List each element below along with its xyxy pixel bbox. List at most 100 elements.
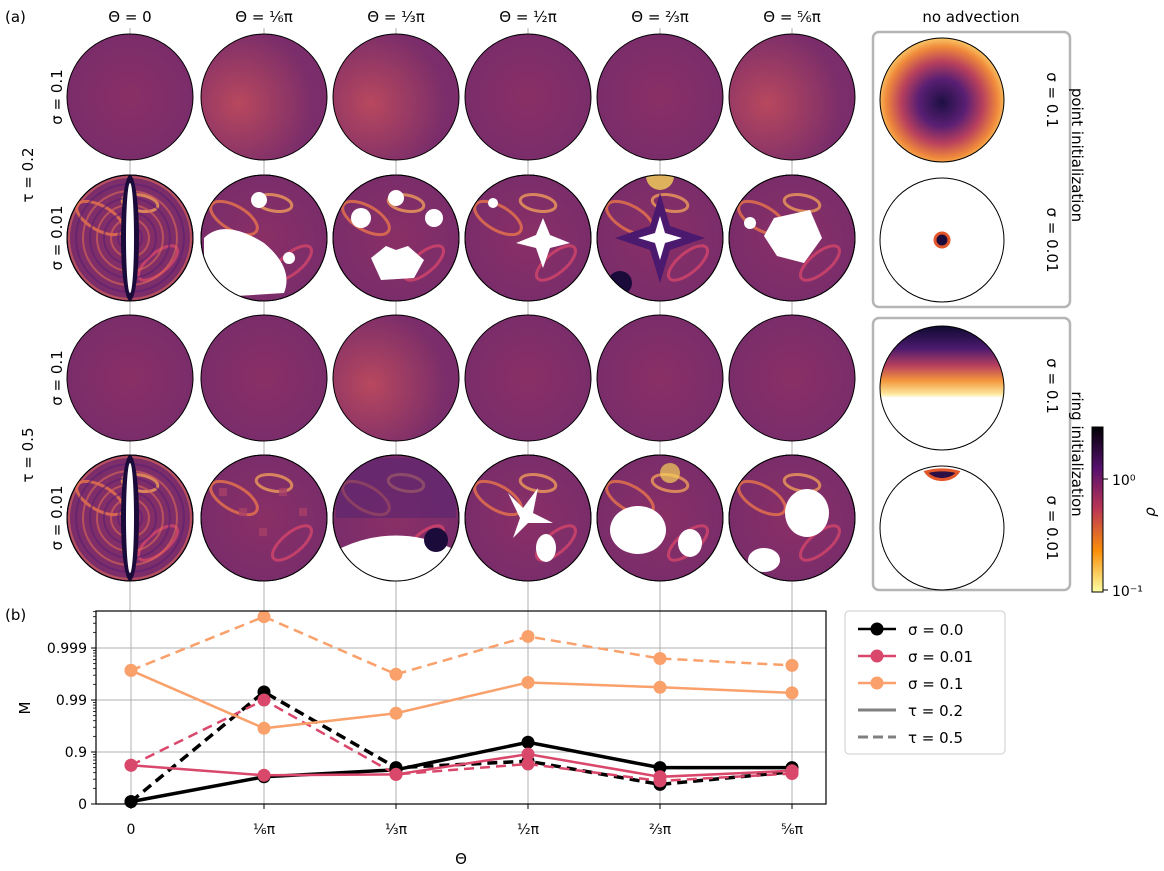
data-point: [521, 675, 535, 689]
series-line: [130, 752, 793, 779]
x-tick-label: 0: [127, 822, 136, 838]
data-point: [785, 658, 799, 672]
density-disk: [596, 314, 724, 442]
data-point: [124, 795, 138, 809]
series-lines: [129, 615, 793, 804]
density-disk: [728, 174, 856, 302]
legend-marker: [870, 649, 884, 663]
inset-sigma-label: σ = 0.1: [1043, 72, 1061, 127]
legend-label: σ = 0.1: [908, 675, 963, 693]
no-advection-title: no advection: [922, 8, 1019, 26]
y-tick-label: 0.999: [47, 641, 87, 657]
point-initialization-frame: [871, 30, 1072, 309]
series-line: [130, 740, 792, 804]
density-disk: [596, 454, 724, 582]
legend-marker: [870, 676, 884, 690]
disk-body: [464, 33, 592, 161]
density-disk: [332, 174, 460, 302]
y-tick-label: 0.9: [65, 745, 87, 761]
legend-label: σ = 0.01: [908, 648, 973, 666]
point-init-sigma-0.1-disk: [879, 37, 1005, 163]
y-axis-label: M: [16, 702, 34, 715]
legend-items: σ = 0.0 σ = 0.01 σ = 0.1 τ = 0.2 τ = 0.5: [858, 621, 973, 747]
column-header: Θ = ⅓π: [367, 8, 424, 26]
disk-body: [728, 33, 856, 161]
column-header: Θ = ⅔π: [631, 8, 688, 26]
disk-body: [728, 314, 856, 442]
density-disk: [66, 174, 194, 302]
density-disk: [200, 314, 328, 442]
x-tick-label: ⅙π: [253, 822, 276, 838]
sigma-row-label: σ = 0.1: [48, 350, 66, 405]
data-point: [521, 735, 535, 749]
column-headers: Θ = 0 Θ = ⅙π Θ = ⅓π Θ = ½π Θ = ⅔π Θ = ⅚π: [108, 8, 820, 26]
column-header: Θ = ⅚π: [763, 8, 820, 26]
panel-b-label: (b): [5, 606, 26, 624]
x-tick-label: ⅔π: [649, 822, 672, 838]
data-point: [257, 693, 271, 707]
data-point: [389, 706, 403, 720]
disk-body: [66, 33, 194, 161]
legend-label: τ = 0.5: [908, 729, 963, 747]
density-disk: [464, 174, 592, 302]
panel-a-label: (a): [5, 8, 26, 26]
x-tick-label: ⅓π: [385, 822, 408, 838]
inset-label: ring initialization: [1068, 391, 1086, 516]
colorbar-label: ρ: [1141, 507, 1159, 517]
ring-init-sigma-0.01-disk: [879, 465, 1005, 591]
density-disk: [728, 454, 856, 582]
disk-body: [332, 33, 460, 161]
tau-label: τ = 0.5: [19, 428, 37, 483]
series-line: [130, 615, 793, 676]
disk-body: [464, 314, 592, 442]
density-disk: [596, 174, 724, 302]
point-init-spot: [933, 231, 951, 249]
data-point: [124, 758, 138, 772]
y-tick-label: 0: [78, 797, 87, 813]
disk-body: [596, 314, 724, 442]
ring-init-sigma-0.1-disk: [879, 325, 1005, 451]
y-tick-label: 0.99: [56, 693, 87, 709]
x-axis-label: Θ: [455, 850, 467, 868]
density-disk: [332, 33, 460, 161]
ring-init-spot: [923, 468, 961, 482]
data-point: [653, 761, 667, 775]
series-markers: [124, 610, 799, 809]
legend-label: τ = 0.2: [908, 702, 963, 720]
ring-initialization-frame: [871, 316, 1072, 592]
density-disk-grid: [66, 33, 856, 582]
inset-label: point initialization: [1068, 88, 1086, 222]
legend: [844, 610, 1006, 755]
disk-body: [66, 314, 194, 442]
density-disk: [596, 33, 724, 161]
density-disk: [464, 33, 592, 161]
data-point: [257, 768, 271, 782]
density-disk: [464, 454, 592, 582]
density-disk: [66, 314, 194, 442]
column-header: Θ = 0: [108, 8, 151, 26]
density-disk: [200, 454, 328, 582]
density-disk: [200, 33, 328, 161]
legend-marker: [870, 622, 884, 636]
disk-body: [200, 33, 328, 161]
inset-sigma-label: σ = 0.01: [1043, 207, 1061, 272]
density-disk: [332, 454, 460, 582]
data-point: [124, 663, 138, 677]
data-point: [389, 667, 403, 681]
sigma-row-label: σ = 0.1: [48, 69, 66, 124]
density-disk: [728, 33, 856, 161]
sigma-row-label: σ = 0.01: [48, 485, 66, 550]
density-disk: [66, 33, 194, 161]
inset-sigma-label: σ = 0.01: [1043, 495, 1061, 560]
x-tick-label: ⅚π: [781, 822, 804, 838]
y-axis-ticks: 0 0.9 0.99 0.999: [47, 611, 96, 813]
disk-body: [332, 314, 460, 442]
sigma-row-label: σ = 0.01: [48, 205, 66, 270]
data-point: [521, 747, 535, 761]
colorbar-tick-label: 10⁻¹: [1112, 584, 1143, 600]
x-tick-label: ½π: [517, 822, 540, 838]
inset-sigma-label: σ = 0.1: [1043, 358, 1061, 413]
colorbar: [1091, 426, 1104, 593]
data-point: [785, 767, 799, 781]
